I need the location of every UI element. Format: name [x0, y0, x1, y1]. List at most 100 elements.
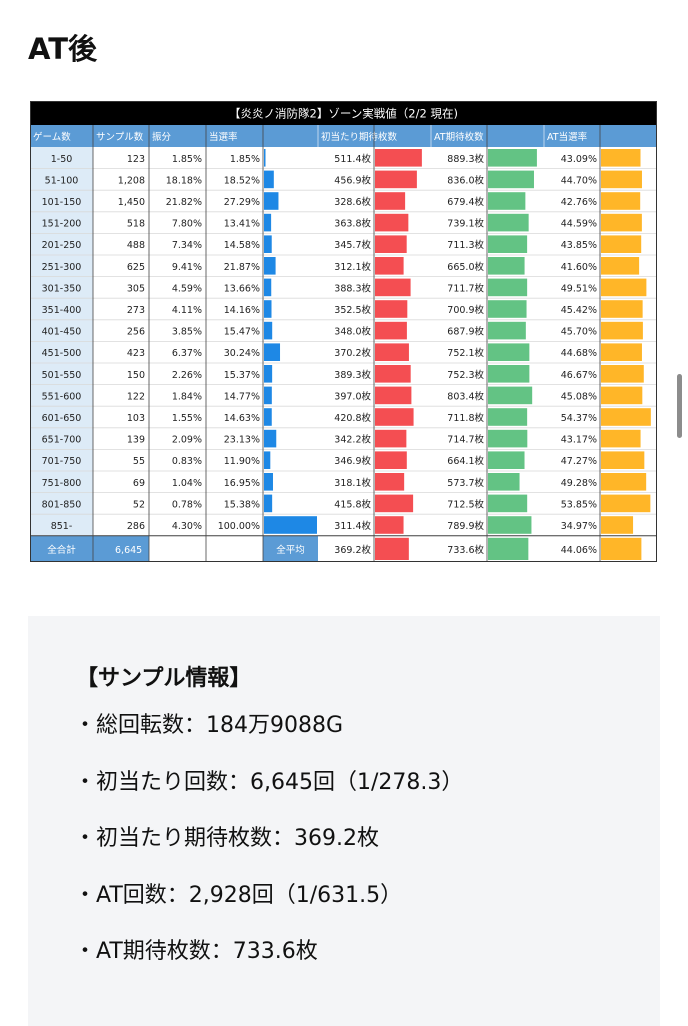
- at-expect-bar: [488, 170, 534, 189]
- hit-rate-cell: 30.24%: [224, 348, 260, 359]
- info-item-first-hits: ・初当たり回数：6,645回（1/278.3）: [74, 769, 463, 826]
- at-expect-bar: [488, 408, 528, 426]
- at-rate-cell: 49.28%: [561, 478, 597, 489]
- range-cell: 301-350: [42, 283, 82, 294]
- first-hit-bar: [375, 473, 405, 491]
- hit-rate-bar: [264, 300, 272, 318]
- hit-rate-cell: 21.87%: [224, 262, 260, 273]
- hit-rate-cell: 23.13%: [224, 435, 260, 446]
- hit-rate-cell: 15.37%: [224, 370, 260, 381]
- at-rate-cell: 43.09%: [561, 154, 597, 165]
- info-item-at-count: ・AT回数：2,928回（1/631.5）: [74, 882, 463, 939]
- at-rate-bar: [601, 213, 642, 232]
- hit-rate-cell: 14.58%: [224, 240, 260, 251]
- at-expect-cell: 665.0枚: [447, 261, 484, 273]
- samples-cell: 488: [127, 240, 145, 251]
- at-expect-bar: [488, 235, 528, 253]
- hit-rate-bar: [264, 451, 271, 469]
- at-rate-bar: [601, 257, 640, 275]
- first-hit-bar: [375, 300, 408, 318]
- at-expect-cell: 711.3枚: [447, 239, 484, 251]
- share-cell: 1.55%: [172, 413, 202, 424]
- hit-rate-bar: [264, 278, 272, 297]
- range-cell: 351-400: [42, 305, 82, 316]
- hit-rate-bar: [264, 321, 273, 340]
- samples-cell: 1,450: [118, 197, 145, 208]
- at-rate-bar: [601, 494, 651, 513]
- avg-at-rate: 44.06%: [561, 545, 597, 556]
- at-rate-cell: 43.85%: [561, 240, 597, 251]
- samples-cell: 150: [127, 370, 145, 381]
- column-header: 振分: [152, 131, 172, 143]
- hit-rate-bar: [264, 386, 272, 405]
- scrollbar-thumb[interactable]: [677, 374, 682, 438]
- first-hit-bar: [375, 321, 407, 340]
- samples-cell: 256: [127, 327, 145, 338]
- share-cell: 6.37%: [172, 348, 202, 359]
- at-expect-cell: 752.3枚: [447, 369, 484, 381]
- hit-rate-bar: [264, 257, 276, 275]
- range-cell: 801-850: [42, 499, 82, 510]
- at-expect-bar: [488, 451, 525, 469]
- hit-rate-bar: [264, 213, 272, 232]
- info-text: 初当たり期待枚数：369.2枚: [96, 826, 379, 851]
- first-hit-bar: [375, 386, 412, 405]
- range-cell: 151-200: [42, 219, 82, 230]
- average-label: 全平均: [276, 544, 305, 556]
- at-rate-bar: [601, 473, 647, 491]
- hit-rate-cell: 15.47%: [224, 327, 260, 338]
- hit-rate-bar: [264, 149, 266, 167]
- hit-rate-bar: [264, 192, 279, 210]
- at-expect-bar: [488, 192, 526, 210]
- range-cell: 701-750: [42, 456, 82, 467]
- at-rate-cell: 54.37%: [561, 413, 597, 424]
- first-hit-cell: 415.8枚: [334, 498, 371, 510]
- samples-cell: 305: [127, 283, 145, 294]
- at-rate-bar: [601, 278, 647, 297]
- range-cell: 501-550: [42, 370, 82, 381]
- first-hit-bar: [375, 149, 422, 167]
- share-cell: 9.41%: [172, 262, 202, 273]
- table-border: [30, 101, 657, 562]
- hit-rate-bar: [264, 408, 272, 426]
- share-cell: 2.09%: [172, 435, 202, 446]
- first-hit-bar: [375, 365, 411, 383]
- total-label: 全合計: [47, 544, 76, 556]
- at-rate-bar: [601, 235, 642, 253]
- hit-rate-cell: 11.90%: [224, 456, 260, 467]
- at-expect-cell: 803.4枚: [447, 390, 484, 402]
- hit-rate-cell: 100.00%: [218, 521, 260, 532]
- samples-cell: 52: [133, 499, 145, 510]
- first-hit-bar: [375, 429, 407, 448]
- first-hit-bar: [375, 343, 409, 361]
- at-rate-bar: [601, 321, 643, 340]
- samples-cell: 139: [127, 435, 145, 446]
- hit-rate-bar: [264, 343, 281, 361]
- first-hit-cell: 311.4枚: [334, 520, 371, 532]
- at-rate-bar: [601, 451, 645, 469]
- hit-rate-cell: 14.63%: [224, 413, 260, 424]
- hit-rate-bar: [264, 429, 277, 448]
- sample-info-list: ・総回転数：184万9088G ・初当たり回数：6,645回（1/278.3） …: [74, 712, 463, 995]
- first-hit-cell: 312.1枚: [334, 261, 371, 273]
- first-hit-cell: 370.2枚: [334, 347, 371, 359]
- zone-table: 【炎炎ノ消防隊2】ゾーン実戦値（2/2 現在) ゲーム数 サンプル数 振分 当選率 初当た…: [30, 101, 657, 562]
- column-header: AT期待枚数: [434, 131, 484, 143]
- hit-rate-cell: 13.41%: [224, 219, 260, 230]
- at-rate-cell: 44.59%: [561, 219, 597, 230]
- info-text: AT回数：2,928回（1/631.5）: [96, 882, 403, 908]
- info-item-at-expect: ・AT期待枚数：733.6枚: [74, 938, 463, 995]
- column-header: 当選率: [209, 131, 238, 143]
- at-expect-cell: 752.1枚: [447, 347, 484, 359]
- range-cell: 401-450: [42, 327, 82, 338]
- hit-rate-bar: [264, 494, 273, 513]
- range-cell: 851-: [51, 521, 73, 532]
- at-expect-cell: 679.4枚: [447, 196, 484, 208]
- first-hit-cell: 318.1枚: [334, 477, 371, 489]
- first-hit-bar: [375, 257, 404, 275]
- at-rate-cell: 42.76%: [561, 197, 597, 208]
- share-cell: 1.84%: [172, 391, 202, 402]
- at-rate-cell: 45.42%: [561, 305, 597, 316]
- total-cell-bg: [30, 535, 149, 562]
- at-rate-bar: [601, 300, 643, 318]
